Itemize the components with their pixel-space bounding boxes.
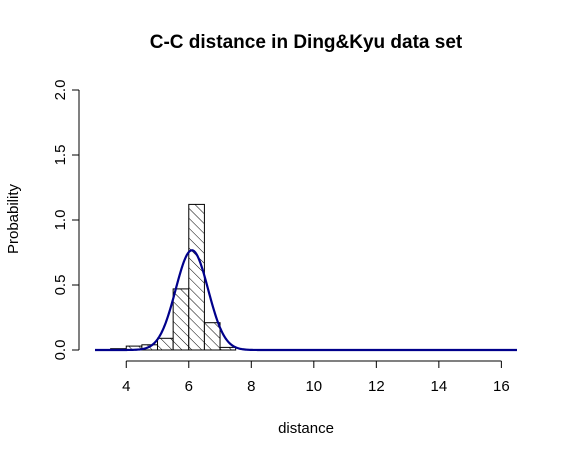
x-tick-label: 8 <box>247 378 255 395</box>
y-axis-label: Probability <box>5 183 22 254</box>
x-axis: 4 6 8 10 12 14 16 <box>122 360 510 395</box>
x-tick-label: 6 <box>185 378 193 395</box>
x-axis-label: distance <box>278 420 334 437</box>
histogram-bar <box>219 346 237 351</box>
histogram-bars <box>110 203 237 351</box>
histogram-bar <box>172 288 190 351</box>
x-tick-label: 4 <box>122 378 130 395</box>
histogram-bar <box>188 203 205 351</box>
y-tick-label: 0.5 <box>52 275 69 296</box>
chart-title: C-C distance in Ding&Kyu data set <box>150 32 463 53</box>
histogram-bar <box>203 322 221 351</box>
x-tick-label: 14 <box>431 378 448 395</box>
y-tick-label: 0.0 <box>52 340 69 361</box>
x-tick-label: 16 <box>493 378 510 395</box>
y-tick-label: 1.5 <box>52 145 69 166</box>
y-tick-label: 1.0 <box>52 210 69 231</box>
y-axis: 0.0 0.5 1.0 1.5 2.0 <box>52 80 80 361</box>
x-tick-label: 12 <box>368 378 385 395</box>
y-tick-label: 2.0 <box>52 80 69 101</box>
x-tick-label: 10 <box>305 378 322 395</box>
histogram-bar <box>157 337 174 351</box>
density-curve <box>95 249 517 352</box>
